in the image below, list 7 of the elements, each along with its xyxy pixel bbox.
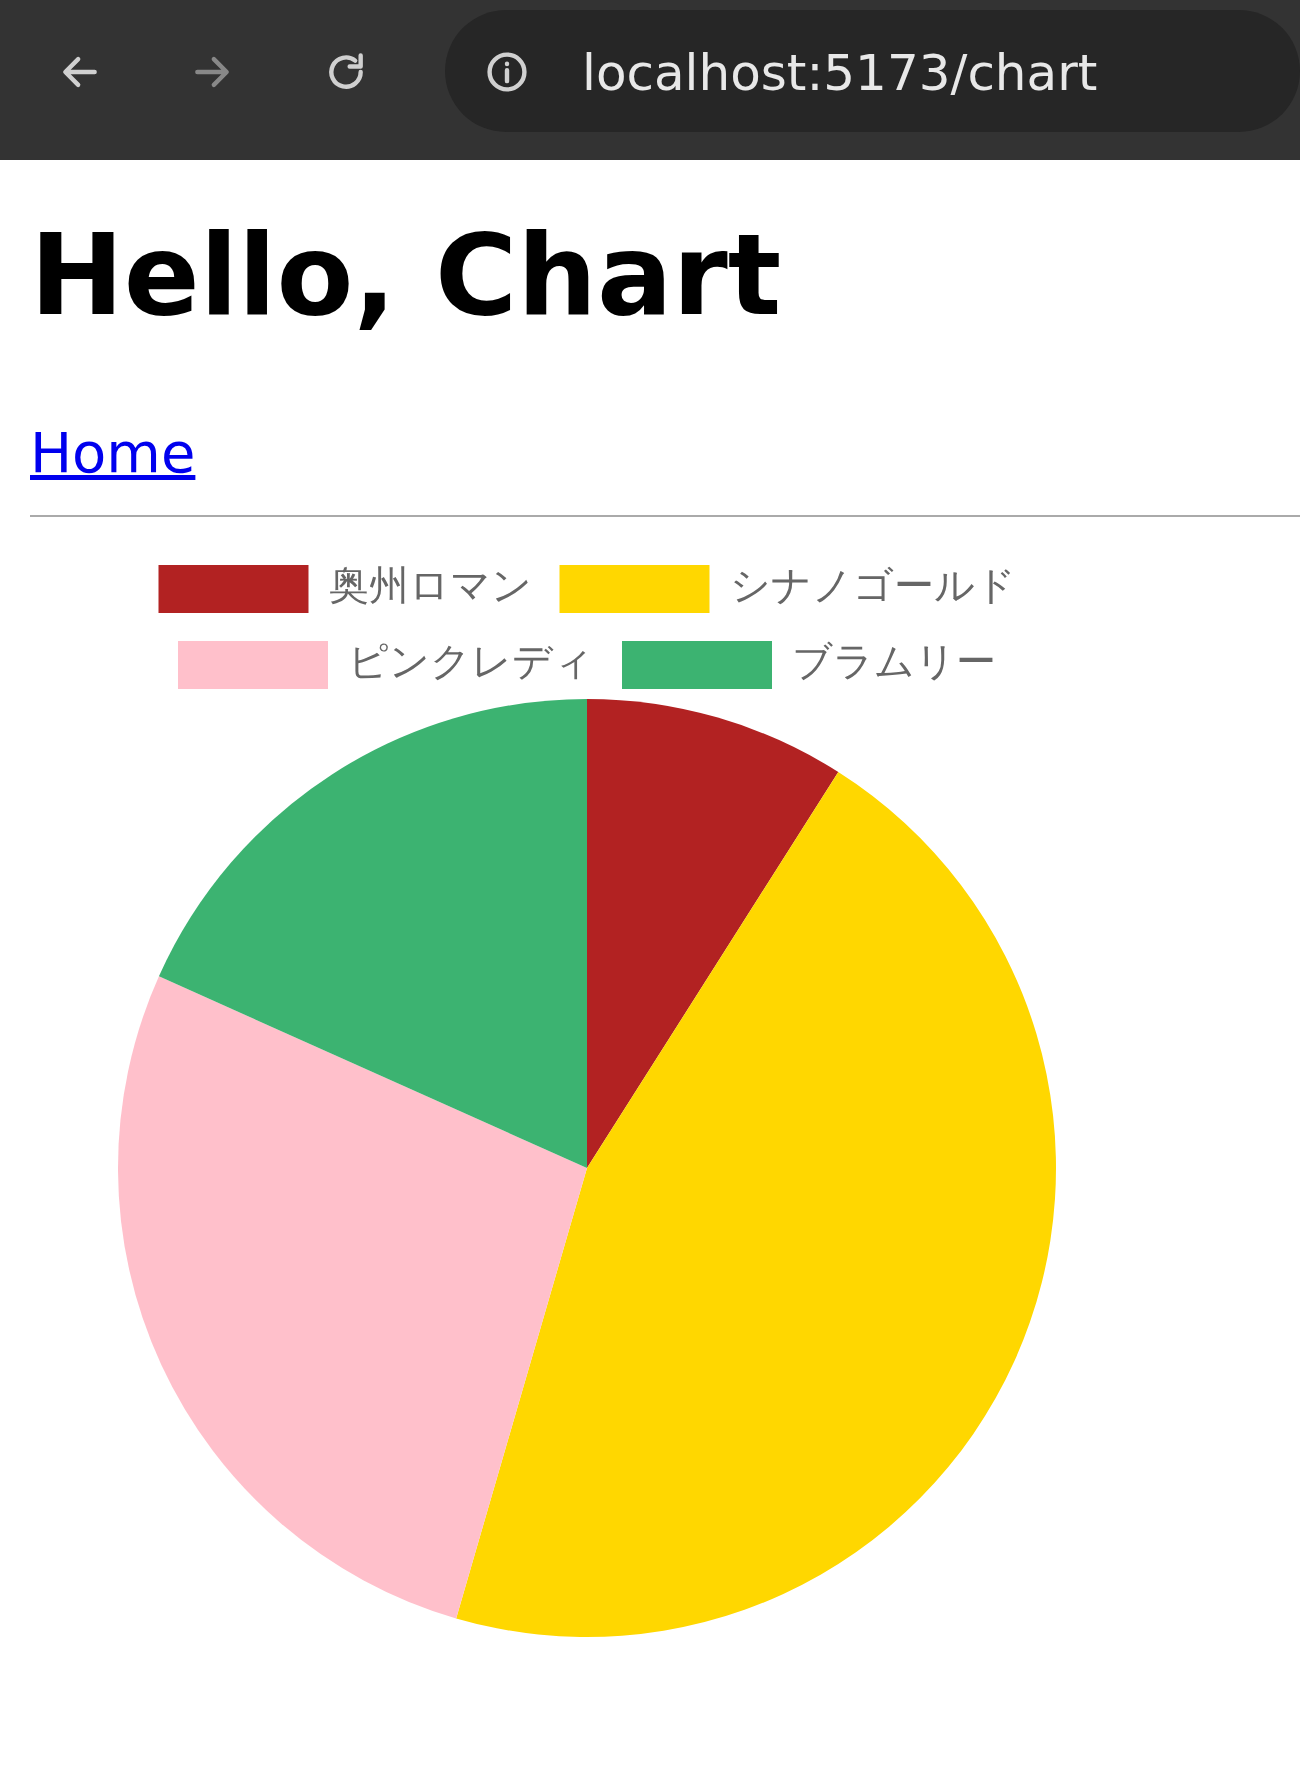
legend-label: 奥州ロマン [328, 562, 532, 609]
text: Home [30, 420, 196, 485]
chart-title: Hello, Chart [30, 209, 783, 342]
text: localhost:5173/chart [582, 44, 1098, 102]
legend-label: ブラムリー [792, 638, 996, 685]
legend-label: シナノゴールド [729, 562, 1016, 609]
legend-label: ピンクレディ [348, 638, 594, 685]
